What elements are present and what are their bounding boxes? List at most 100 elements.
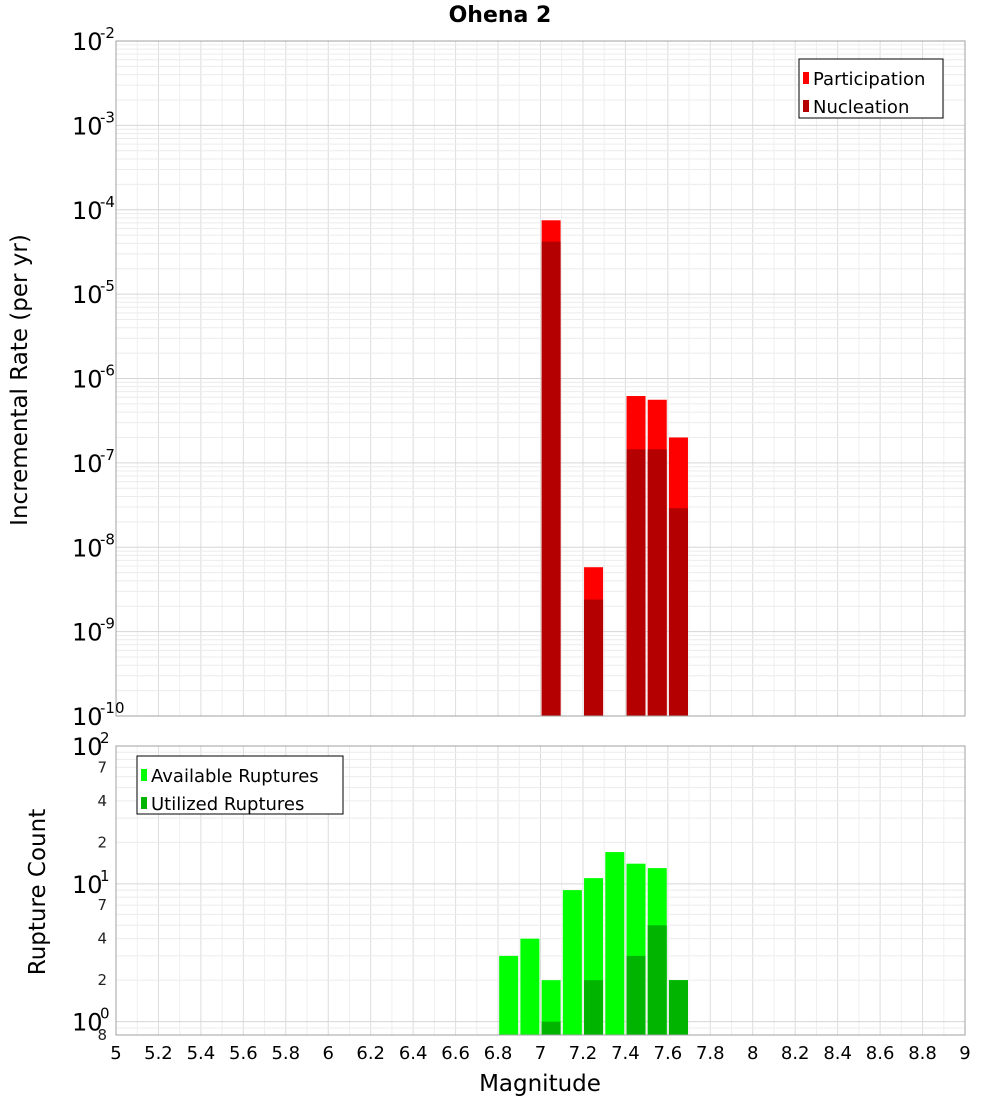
x-tick-label: 5.4: [187, 1043, 216, 1064]
x-tick-label: 6.6: [441, 1043, 470, 1064]
y-tick-base: 10: [72, 366, 103, 394]
x-tick-label: 7.4: [611, 1043, 640, 1064]
y-tick-base: 10: [72, 1009, 103, 1037]
x-tick-label: 6.2: [356, 1043, 385, 1064]
legend-swatch: [803, 72, 809, 84]
bar: [626, 449, 646, 716]
y-tick-exponent: -10: [100, 699, 125, 717]
bar: [605, 852, 625, 1035]
y-tick-label: 10-3: [72, 108, 115, 140]
y-tick-label: 10-4: [72, 193, 115, 225]
y-tick-label: 10-7: [72, 446, 115, 478]
legend-entry: Nucleation: [813, 97, 909, 118]
y-tick-label: 102: [72, 729, 110, 761]
legend-swatch: [141, 769, 147, 781]
y-minor-tick-label: 8: [97, 1026, 107, 1044]
legend-entry: Available Ruptures: [151, 766, 319, 787]
legend-swatch: [141, 797, 147, 809]
y-tick-label: 10-10: [72, 699, 125, 731]
legend-entry: Participation: [813, 69, 925, 90]
y-tick-base: 10: [72, 619, 103, 647]
y-tick-exponent: -3: [100, 108, 115, 126]
series-utilized-ruptures: [541, 925, 688, 1035]
legend-box: [798, 58, 944, 119]
bar: [647, 925, 667, 1035]
bar: [520, 938, 540, 1035]
y-tick-exponent: -4: [100, 193, 115, 211]
bar: [562, 890, 582, 1035]
bar: [584, 980, 604, 1035]
series-nucleation: [541, 241, 688, 717]
y-tick-exponent: 0: [100, 1005, 110, 1023]
y-minor-tick-label: 4: [97, 930, 107, 948]
y-tick-label: 10-2: [72, 24, 115, 56]
top-grid: [115, 41, 966, 717]
x-tick-label: 5.6: [229, 1043, 258, 1064]
bar: [541, 1021, 561, 1035]
bar: [499, 955, 519, 1035]
y-tick-exponent: -2: [100, 24, 115, 42]
bar: [541, 980, 561, 1035]
y-tick-base: 10: [72, 197, 103, 225]
y-tick-label: 101: [72, 867, 110, 899]
y-tick-base: 10: [72, 450, 103, 478]
y-minor-tick-label: 7: [97, 896, 107, 914]
y-minor-tick-label: 2: [97, 833, 107, 851]
legend-swatch: [803, 100, 809, 112]
x-tick-label: 8.2: [781, 1043, 810, 1064]
y-tick-label: 10-9: [72, 615, 115, 647]
top-y-axis-label: Incremental Rate (per yr): [7, 234, 33, 526]
x-tick-label: 8.6: [866, 1043, 895, 1064]
y-tick-base: 10: [72, 534, 103, 562]
bar: [647, 449, 667, 716]
y-tick-base: 10: [72, 28, 103, 56]
legend-entry: Utilized Ruptures: [151, 794, 304, 815]
x-tick-label: 7.6: [654, 1043, 683, 1064]
bar: [584, 599, 604, 716]
x-tick-label: 5: [110, 1043, 121, 1064]
x-tick-label: 6.4: [399, 1043, 428, 1064]
x-tick-label: 6.8: [484, 1043, 513, 1064]
bar: [626, 955, 646, 1035]
bar: [668, 508, 688, 716]
y-tick-base: 10: [72, 112, 103, 140]
bottom-y-axis-label: Rupture Count: [25, 809, 51, 975]
x-tick-label: 7.2: [569, 1043, 598, 1064]
x-tick-label: 9: [959, 1043, 970, 1064]
x-tick-label: 7.8: [696, 1043, 725, 1064]
chart-title: Ohena 2: [449, 3, 552, 28]
y-tick-base: 10: [72, 281, 103, 309]
y-tick-base: 10: [72, 703, 103, 731]
y-tick-label: 100: [72, 1005, 110, 1037]
legend: Participation Nucleation: [798, 58, 944, 119]
y-minor-tick-label: 2: [97, 971, 107, 989]
bar: [541, 241, 561, 717]
y-tick-exponent: -9: [100, 615, 115, 633]
bar: [668, 980, 688, 1035]
x-tick-label: 7: [535, 1043, 546, 1064]
bottom-plot-border: [115, 745, 966, 1036]
y-minor-tick-label: 7: [97, 758, 107, 776]
y-tick-label: 10-6: [72, 362, 115, 394]
legend-box: [136, 755, 344, 815]
y-tick-exponent: -7: [100, 446, 115, 464]
y-tick-base: 10: [72, 733, 103, 761]
y-tick-exponent: 2: [100, 729, 110, 747]
y-tick-exponent: -5: [100, 277, 115, 295]
y-tick-base: 10: [72, 871, 103, 899]
x-tick-label: 5.8: [271, 1043, 300, 1064]
x-tick-label: 8: [747, 1043, 758, 1064]
x-tick-label: 8.8: [908, 1043, 937, 1064]
x-tick-label: 8.4: [823, 1043, 852, 1064]
y-tick-exponent: 1: [100, 867, 110, 885]
legend: Available Ruptures Utilized Ruptures: [136, 755, 344, 815]
y-tick-exponent: -6: [100, 362, 115, 380]
y-tick-label: 10-5: [72, 277, 115, 309]
top-plot-border: [115, 40, 966, 717]
y-tick-label: 10-8: [72, 530, 115, 562]
x-axis-label: Magnitude: [479, 1071, 601, 1097]
y-minor-tick-label: 4: [97, 792, 107, 810]
y-tick-exponent: -8: [100, 530, 115, 548]
x-tick-label: 5.2: [144, 1043, 173, 1064]
